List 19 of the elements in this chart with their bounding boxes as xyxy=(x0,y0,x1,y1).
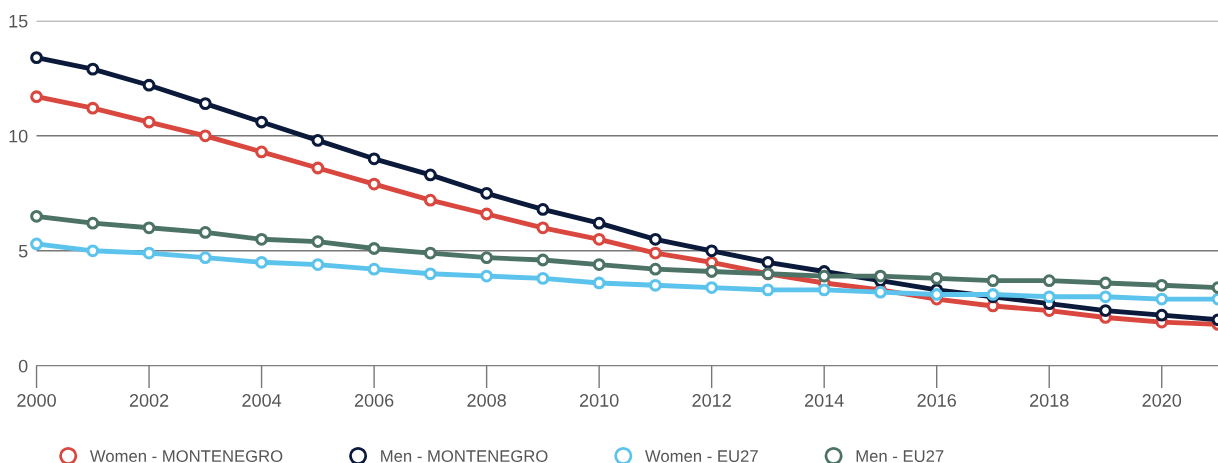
x-tick-label: 2018 xyxy=(1030,394,1069,407)
x-tick-label: 2012 xyxy=(692,394,731,407)
x-tick-label: 2008 xyxy=(467,394,506,407)
y-tick-label: 5 xyxy=(18,244,28,258)
legend-label: Women - MONTENEGRO xyxy=(89,450,283,462)
legend-label: Women - EU27 xyxy=(645,450,758,462)
legend-label: Men - MONTENEGRO xyxy=(381,450,548,462)
y-tick-label: 0 xyxy=(18,359,28,373)
legend-label: Men - EU27 xyxy=(856,450,944,462)
x-tick-label: 2000 xyxy=(17,394,56,407)
x-tick-label: 2006 xyxy=(354,394,394,407)
x-tick-label: 2014 xyxy=(805,394,844,407)
y-tick-label: 10 xyxy=(9,129,28,143)
x-tick-label: 2020 xyxy=(1142,394,1182,407)
y-tick-label: 15 xyxy=(9,14,28,28)
x-tick-label: 2004 xyxy=(242,394,282,407)
x-tick-label: 2010 xyxy=(579,394,619,407)
x-tick-label: 2016 xyxy=(917,394,956,407)
x-tick-label: 2002 xyxy=(129,394,169,407)
